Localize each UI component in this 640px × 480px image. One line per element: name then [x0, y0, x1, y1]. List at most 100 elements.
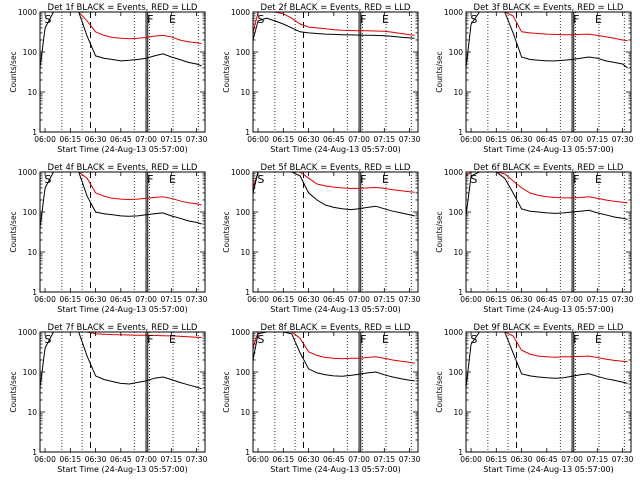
marker-e: E [595, 13, 602, 26]
plot-frame [252, 171, 419, 293]
x-tick-label: 06:45 [323, 295, 345, 304]
panel-title: Det 6f BLACK = Events, RED = LLD [474, 163, 624, 173]
plot-frame [252, 11, 419, 133]
y-axis-label: Counts/sec [435, 51, 444, 92]
x-tick-label: 06:45 [323, 135, 345, 144]
x-tick-label: 07:00 [348, 455, 370, 464]
marker-f: F [147, 333, 153, 346]
x-axis-label: Start Time (24-Aug-13 05:57:00) [57, 465, 188, 474]
x-tick-label: 06:15 [485, 295, 507, 304]
y-tick-label: 1 [458, 288, 463, 297]
marker-s: S [470, 13, 477, 26]
y-tick-label: 1 [32, 288, 37, 297]
x-tick-label: 06:30 [298, 295, 320, 304]
y-tick-label: 100 [449, 368, 464, 377]
x-tick-label: 06:15 [272, 455, 294, 464]
x-tick-label: 06:00 [460, 295, 482, 304]
x-axis-label: Start Time (24-Aug-13 05:57:00) [57, 145, 188, 154]
x-tick-label: 07:30 [399, 455, 421, 464]
x-tick-label: 06:30 [85, 295, 107, 304]
x-tick-label: 07:30 [186, 455, 208, 464]
x-tick-label: 06:15 [272, 295, 294, 304]
x-tick-label: 07:15 [374, 295, 396, 304]
x-axis-label: Start Time (24-Aug-13 05:57:00) [270, 465, 401, 474]
y-tick-label: 1000 [444, 8, 463, 17]
y-tick-label: 1000 [444, 168, 463, 177]
x-tick-label: 06:30 [511, 455, 533, 464]
x-tick-label: 06:45 [536, 135, 558, 144]
panel-title: Det 7f BLACK = Events, RED = LLD [48, 323, 198, 333]
marker-f: F [573, 13, 579, 26]
marker-f: F [147, 13, 153, 26]
x-tick-label: 06:45 [110, 455, 132, 464]
x-tick-label: 07:00 [561, 135, 583, 144]
panel-title: Det 3f BLACK = Events, RED = LLD [474, 3, 624, 13]
y-tick-label: 1000 [18, 168, 37, 177]
x-tick-label: 07:00 [348, 295, 370, 304]
marker-s: S [44, 173, 51, 186]
x-tick-label: 07:00 [135, 135, 157, 144]
series-events-line [253, 332, 415, 382]
x-tick-label: 06:00 [460, 455, 482, 464]
x-tick-label: 07:30 [612, 295, 634, 304]
series-events-line [466, 332, 628, 388]
x-tick-label: 07:15 [374, 135, 396, 144]
y-tick-label: 1 [458, 128, 463, 137]
x-tick-label: 06:00 [247, 135, 269, 144]
series-events-line [466, 172, 628, 220]
x-tick-label: 07:15 [587, 455, 609, 464]
series-lld-line [40, 12, 202, 45]
marker-e: E [382, 173, 389, 186]
x-tick-label: 06:30 [511, 135, 533, 144]
y-tick-label: 100 [23, 208, 38, 217]
x-tick-label: 06:15 [59, 455, 81, 464]
series-group [466, 332, 628, 388]
x-tick-label: 06:45 [536, 455, 558, 464]
x-tick-label: 06:15 [485, 455, 507, 464]
series-lld-line [466, 332, 628, 363]
marker-e: E [595, 173, 602, 186]
marker-s: S [470, 333, 477, 346]
plot-frame [465, 11, 632, 133]
y-tick-label: 100 [449, 208, 464, 217]
panel-title: Det 8f BLACK = Events, RED = LLD [261, 323, 411, 333]
marker-s: S [257, 173, 264, 186]
marker-s: S [257, 13, 264, 26]
marker-f: F [147, 173, 153, 186]
y-tick-label: 100 [449, 48, 464, 57]
marker-f: F [360, 173, 366, 186]
x-tick-label: 07:30 [612, 455, 634, 464]
x-tick-label: 06:45 [323, 455, 345, 464]
marker-f: F [360, 333, 366, 346]
y-tick-label: 100 [236, 48, 251, 57]
y-tick-label: 100 [23, 368, 38, 377]
y-tick-label: 100 [236, 208, 251, 217]
y-tick-label: 10 [27, 248, 37, 257]
panel-title: Det 9f BLACK = Events, RED = LLD [474, 323, 624, 333]
y-tick-label: 10 [240, 88, 250, 97]
series-lld-line [466, 172, 628, 204]
y-axis-label: Counts/sec [9, 211, 18, 252]
y-tick-label: 1000 [231, 168, 250, 177]
y-tick-label: 1 [32, 448, 37, 457]
series-group [253, 332, 415, 382]
marker-s: S [470, 173, 477, 186]
series-group [40, 332, 202, 390]
x-tick-label: 06:00 [247, 455, 269, 464]
x-tick-label: 06:15 [272, 135, 294, 144]
series-lld-line [253, 12, 415, 36]
x-tick-label: 06:30 [511, 295, 533, 304]
x-axis-label: Start Time (24-Aug-13 05:57:00) [483, 305, 614, 314]
plot-frame [252, 331, 419, 453]
x-tick-label: 07:15 [161, 135, 183, 144]
series-group [40, 12, 202, 68]
x-tick-label: 06:30 [298, 455, 320, 464]
series-events-line [40, 172, 202, 228]
series-group [466, 12, 628, 69]
y-axis-label: Counts/sec [435, 371, 444, 412]
